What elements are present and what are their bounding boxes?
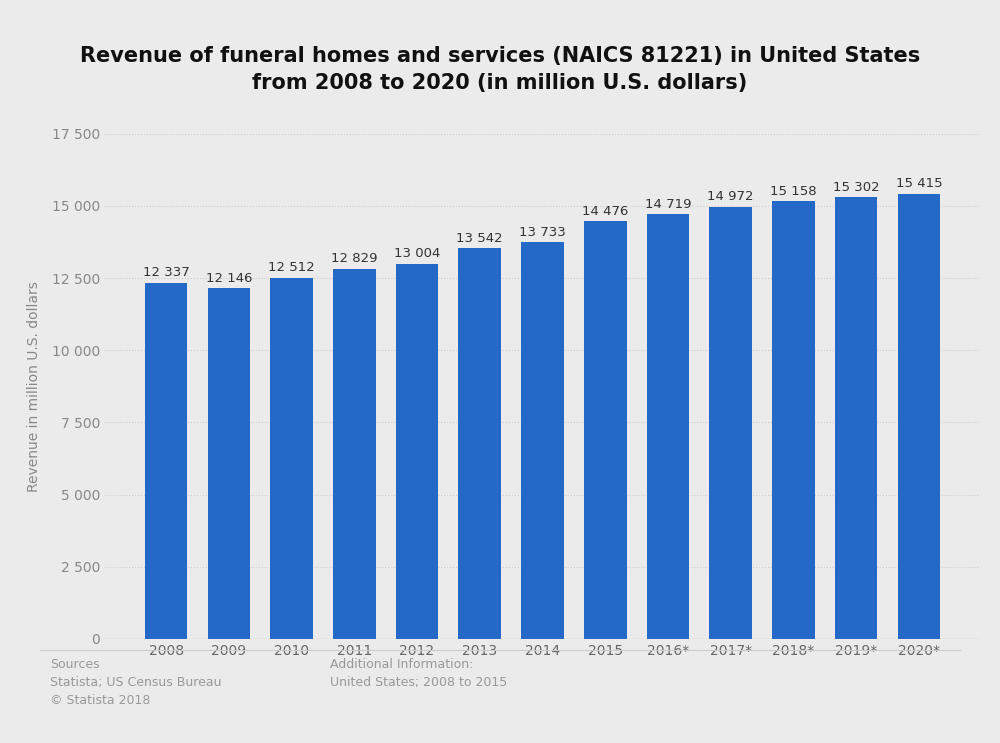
Text: 12 829: 12 829 — [331, 252, 378, 265]
Text: Sources
Statista; US Census Bureau
© Statista 2018: Sources Statista; US Census Bureau © Sta… — [50, 658, 222, 707]
Bar — [396, 264, 438, 639]
Text: 12 337: 12 337 — [143, 266, 189, 279]
Bar — [333, 269, 376, 639]
Bar — [208, 288, 250, 639]
Text: 12 512: 12 512 — [268, 262, 315, 274]
Y-axis label: Revenue in million U.S. dollars: Revenue in million U.S. dollars — [27, 281, 41, 492]
Text: 14 476: 14 476 — [582, 204, 628, 218]
Text: 12 146: 12 146 — [206, 272, 252, 285]
Bar — [521, 242, 564, 639]
Bar — [709, 207, 752, 639]
Text: 13 004: 13 004 — [394, 247, 440, 260]
Text: 15 158: 15 158 — [770, 185, 817, 198]
Bar — [270, 278, 313, 639]
Text: 14 719: 14 719 — [645, 198, 691, 210]
Text: 13 542: 13 542 — [456, 232, 503, 244]
Bar — [835, 197, 877, 639]
Text: 14 972: 14 972 — [707, 190, 754, 204]
Text: Revenue of funeral homes and services (NAICS 81221) in United States
from 2008 t: Revenue of funeral homes and services (N… — [80, 47, 920, 93]
Bar — [647, 214, 689, 639]
Text: 13 733: 13 733 — [519, 226, 566, 239]
Bar — [898, 194, 940, 639]
Bar — [584, 221, 627, 639]
Text: 15 415: 15 415 — [896, 178, 942, 190]
Bar — [458, 248, 501, 639]
Bar — [145, 283, 187, 639]
Bar — [772, 201, 815, 639]
Text: 15 302: 15 302 — [833, 181, 879, 194]
Text: Additional Information:
United States; 2008 to 2015: Additional Information: United States; 2… — [330, 658, 507, 689]
